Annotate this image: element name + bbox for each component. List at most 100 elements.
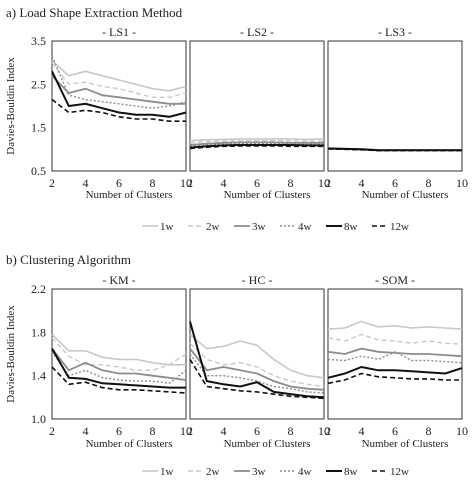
panel-hc: - HC - 2 4 6 8 10 Number of Clusters	[187, 273, 330, 450]
panel-title: - LS1 -	[102, 25, 136, 39]
panel-frame	[51, 40, 187, 172]
legend-label: 2w	[206, 466, 220, 478]
legend-label: 8w	[344, 466, 358, 478]
series-line-12w	[51, 366, 187, 394]
x-tick-label: 2	[187, 176, 193, 190]
x-tick-label: 2	[49, 424, 55, 438]
x-axis-label: Number of Clusters	[224, 189, 311, 201]
panel-title: - HC -	[242, 273, 273, 287]
x-tick-label: 2	[49, 176, 55, 190]
series-line-1w	[189, 333, 325, 379]
x-tick-label: 10	[456, 176, 468, 190]
panel-ls3: - LS3 - 2 4 6 8 10 Number of Clusters	[325, 25, 468, 201]
x-tick-label: 8	[426, 424, 432, 438]
x-tick-label: 4	[221, 176, 227, 190]
section-a-label: a) Load Shape Extraction Method	[6, 5, 183, 20]
y-axis-label: Davies-Bouldin Index	[5, 305, 17, 403]
series-line-12w	[327, 148, 462, 152]
y-tick-label: 3.5	[31, 34, 46, 48]
y-tick-label: 2.5	[31, 77, 46, 91]
x-tick-label: 2	[325, 176, 331, 190]
panel-title: - SOM -	[375, 273, 415, 287]
series-line-12w	[327, 372, 462, 385]
y-axis-label: Davies-Bouldin Index	[5, 57, 17, 155]
panel-frame	[51, 288, 187, 420]
panel-som: - SOM - 2 4 6 8 10 Number of Clusters	[325, 273, 468, 450]
series-line-8w	[51, 70, 187, 118]
panel-title: - LS2 -	[240, 25, 274, 39]
x-tick-label: 6	[392, 424, 398, 438]
legend-label: 3w	[252, 221, 266, 233]
series-line-1w	[327, 320, 463, 330]
series-line-2w	[189, 342, 325, 388]
y-tick-label: 1.8	[31, 325, 46, 339]
legend-item-8w: 8w	[326, 466, 358, 478]
legend-item-8w: 8w	[326, 221, 358, 233]
x-tick-label: 10	[456, 424, 468, 438]
series-line-3w	[189, 141, 324, 146]
series-line-8w	[51, 348, 186, 389]
series-line-3w	[327, 347, 463, 358]
x-tick-label: 4	[359, 424, 365, 438]
legend-label: 4w	[298, 466, 312, 478]
series-line-2w	[51, 337, 187, 371]
legend-label: 1w	[160, 466, 174, 478]
panel-km: - KM - 1.0 1.4 1.8 2.2 2 4 6 8 10 Number of Cluste…	[31, 273, 192, 450]
panel-ls2: - LS2 - 2 4 6 8 10 Number of Clusters	[187, 25, 330, 201]
panel-title: - KM -	[102, 273, 135, 287]
legend-label: 4w	[298, 221, 312, 233]
legend-item-2w: 2w	[188, 221, 220, 233]
series-line-8w	[327, 365, 463, 379]
legend-b: 1w 2w 3w 4w 8w 12w	[142, 466, 409, 478]
panel-frame	[327, 288, 463, 420]
x-tick-label: 6	[116, 424, 122, 438]
series-line-12w	[51, 98, 186, 122]
x-tick-label: 2	[325, 424, 331, 438]
x-tick-label: 10	[180, 424, 192, 438]
y-tick-label: 1.4	[31, 369, 46, 383]
panel-frame	[189, 40, 325, 172]
series-line-4w	[51, 55, 187, 109]
legend-label: 12w	[390, 466, 409, 478]
x-tick-label: 10	[180, 176, 192, 190]
x-tick-label: 8	[288, 424, 294, 438]
y-tick-label: 1.0	[31, 412, 46, 426]
x-axis-label: Number of Clusters	[362, 189, 449, 201]
x-tick-label: 10	[318, 176, 330, 190]
x-tick-label: 6	[254, 424, 260, 438]
legend-item-1w: 1w	[142, 466, 174, 478]
series-line-1w	[51, 59, 187, 92]
panel-frame	[327, 40, 463, 172]
series-line-12w	[189, 145, 324, 150]
chart-group-b: Davies-Bouldin Index - KM - 1.0 1.4 1.8 2.2 2 4…	[5, 273, 468, 450]
x-tick-label: 6	[392, 176, 398, 190]
y-tick-label: 1.5	[31, 121, 46, 135]
x-tick-label: 8	[150, 176, 156, 190]
legend-item-12w: 12w	[372, 466, 409, 478]
legend-item-4w: 4w	[280, 466, 312, 478]
x-axis-label: Number of Clusters	[362, 438, 449, 450]
x-tick-label: 10	[318, 424, 330, 438]
y-tick-label: 2.2	[31, 282, 46, 296]
panel-title: - LS3 -	[378, 25, 412, 39]
x-tick-label: 4	[221, 424, 227, 438]
legend-label: 8w	[344, 221, 358, 233]
x-tick-label: 6	[254, 176, 260, 190]
x-axis-label: Number of Clusters	[86, 438, 173, 450]
series-line-2w	[189, 139, 324, 144]
chart-group-a: Davies-Bouldin Index - LS1 - 0.5 1.5 2.5 3.5 2…	[5, 25, 468, 201]
series-line-1w	[189, 138, 325, 142]
series-line-8w	[189, 144, 324, 149]
x-axis-label: Number of Clusters	[86, 189, 173, 201]
series-line-2w	[51, 62, 187, 99]
x-tick-label: 6	[116, 176, 122, 190]
x-tick-label: 8	[150, 424, 156, 438]
series-line-1w	[51, 333, 186, 366]
series-line-4w	[327, 351, 463, 364]
series-line-3w	[51, 348, 187, 381]
legend-label: 2w	[206, 221, 220, 233]
series-line-12w	[189, 358, 325, 400]
panel-frame	[189, 288, 325, 420]
legend-label: 12w	[390, 221, 409, 233]
